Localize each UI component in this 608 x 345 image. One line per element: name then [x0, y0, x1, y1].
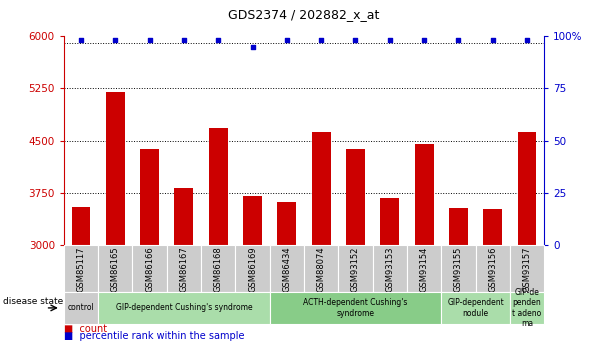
Bar	[312, 131, 331, 245]
Bar	[407, 245, 441, 292]
Point	[488, 38, 497, 43]
Text: ■  percentile rank within the sample: ■ percentile rank within the sample	[64, 332, 244, 341]
Bar	[441, 245, 475, 292]
Text: GSM93155: GSM93155	[454, 246, 463, 292]
Point	[76, 38, 86, 43]
Bar	[510, 245, 544, 292]
Bar	[167, 245, 201, 292]
Bar	[338, 245, 373, 292]
Text: GSM88074: GSM88074	[317, 246, 326, 292]
Bar	[373, 245, 407, 292]
Point	[179, 38, 188, 43]
Bar	[201, 245, 235, 292]
Bar	[72, 207, 91, 245]
Text: GDS2374 / 202882_x_at: GDS2374 / 202882_x_at	[229, 8, 379, 21]
Text: control: control	[67, 303, 94, 313]
Bar	[475, 245, 510, 292]
Bar	[270, 292, 441, 324]
Text: GIP-dependent Cushing's syndrome: GIP-dependent Cushing's syndrome	[116, 303, 252, 313]
Bar	[140, 149, 159, 245]
Bar	[133, 245, 167, 292]
Text: GSM86434: GSM86434	[282, 246, 291, 292]
Bar	[277, 202, 296, 245]
Text: GSM86165: GSM86165	[111, 246, 120, 292]
Text: GIP-dependent
nodule: GIP-dependent nodule	[447, 298, 504, 318]
Bar	[381, 198, 399, 245]
Point	[247, 44, 257, 49]
Text: GSM86167: GSM86167	[179, 246, 188, 292]
Bar	[64, 292, 98, 324]
Text: ACTH-dependent Cushing's
syndrome: ACTH-dependent Cushing's syndrome	[303, 298, 407, 318]
Text: GSM93154: GSM93154	[420, 246, 429, 292]
Bar	[174, 188, 193, 245]
Text: GSM93156: GSM93156	[488, 246, 497, 292]
Text: GIP-de
penden
t adeno
ma: GIP-de penden t adeno ma	[513, 288, 542, 328]
Point	[385, 38, 395, 43]
Point	[145, 38, 154, 43]
Point	[351, 38, 361, 43]
Bar	[64, 245, 98, 292]
Bar	[235, 245, 270, 292]
Bar	[304, 245, 338, 292]
Bar	[517, 131, 536, 245]
Point	[419, 38, 429, 43]
Text: GSM93157: GSM93157	[522, 246, 531, 292]
Bar	[449, 208, 468, 245]
Text: GSM86168: GSM86168	[214, 246, 223, 292]
Text: GSM86166: GSM86166	[145, 246, 154, 292]
Bar	[415, 144, 434, 245]
Text: disease state: disease state	[3, 296, 63, 306]
Point	[213, 38, 223, 43]
Point	[111, 38, 120, 43]
Bar	[243, 196, 262, 245]
Bar	[98, 245, 133, 292]
Bar	[510, 292, 544, 324]
Text: GSM85117: GSM85117	[77, 246, 86, 292]
Point	[316, 38, 326, 43]
Bar	[98, 292, 270, 324]
Point	[454, 38, 463, 43]
Text: ■  count: ■ count	[64, 324, 107, 334]
Bar	[441, 292, 510, 324]
Bar	[483, 209, 502, 245]
Bar	[106, 92, 125, 245]
Bar	[346, 149, 365, 245]
Point	[522, 38, 532, 43]
Bar	[270, 245, 304, 292]
Bar	[209, 128, 227, 245]
Text: GSM86169: GSM86169	[248, 246, 257, 292]
Text: GSM93153: GSM93153	[385, 246, 394, 292]
Point	[282, 38, 292, 43]
Text: GSM93152: GSM93152	[351, 246, 360, 292]
